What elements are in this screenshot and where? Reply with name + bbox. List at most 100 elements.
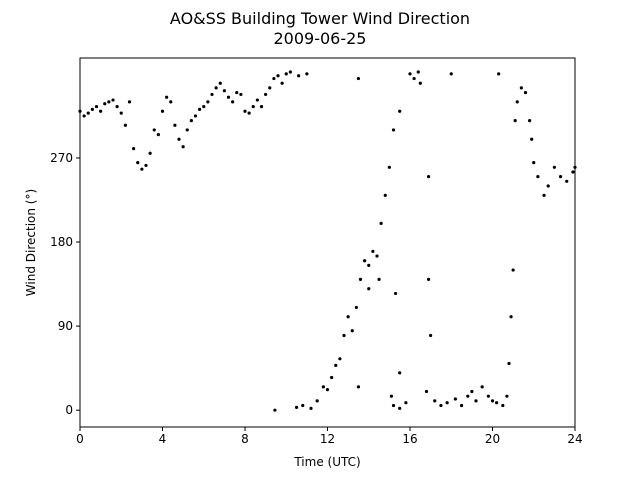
y-tick-label: 180 <box>50 235 73 249</box>
point <box>321 385 325 389</box>
point <box>152 128 156 132</box>
point <box>497 72 501 76</box>
point <box>391 403 396 408</box>
point <box>140 167 144 171</box>
point <box>346 315 350 319</box>
point <box>119 111 123 115</box>
point <box>528 118 532 123</box>
point <box>99 109 103 113</box>
point <box>156 133 160 137</box>
point <box>371 249 375 253</box>
point <box>474 399 478 403</box>
point <box>412 76 416 81</box>
point <box>377 277 381 281</box>
point <box>214 86 218 90</box>
y-tick-label: 270 <box>50 151 73 165</box>
point <box>509 315 513 319</box>
point <box>519 86 523 90</box>
point <box>325 388 330 392</box>
point <box>439 403 443 408</box>
point <box>424 389 429 394</box>
point <box>165 95 169 99</box>
point <box>404 401 408 405</box>
point <box>367 287 371 291</box>
point <box>393 291 398 296</box>
x-axis-label: Time (UTC) <box>293 455 360 469</box>
point <box>552 165 556 169</box>
point <box>284 72 288 76</box>
point <box>433 399 437 403</box>
point <box>356 76 361 81</box>
point <box>367 263 371 267</box>
point <box>495 401 499 405</box>
point <box>573 165 577 169</box>
point <box>273 408 277 412</box>
point <box>358 277 363 281</box>
point <box>198 107 202 111</box>
point <box>507 361 511 366</box>
point <box>206 100 210 104</box>
point <box>202 104 206 109</box>
x-tick-label: 24 <box>567 432 582 446</box>
point <box>565 179 569 183</box>
point <box>222 89 226 93</box>
point <box>259 104 264 109</box>
point <box>330 375 334 380</box>
point <box>408 72 412 76</box>
x-tick-label: 4 <box>159 432 167 446</box>
point <box>169 100 173 104</box>
point <box>470 389 474 394</box>
x-tick-label: 0 <box>76 432 84 446</box>
point <box>288 70 292 74</box>
point <box>160 109 165 113</box>
x-tick-label: 12 <box>320 432 335 446</box>
point <box>243 109 247 113</box>
point <box>375 254 379 258</box>
point <box>453 397 457 401</box>
point <box>294 405 299 409</box>
point <box>466 394 470 398</box>
point <box>350 329 354 333</box>
x-tick-label: 16 <box>402 432 417 446</box>
point <box>505 394 509 398</box>
point <box>356 385 361 389</box>
point <box>416 70 420 74</box>
point <box>272 76 276 81</box>
chart-subtitle: 2009-06-25 <box>274 29 367 48</box>
point <box>445 401 449 405</box>
point <box>297 74 301 78</box>
point <box>515 100 519 104</box>
point <box>379 221 383 225</box>
point <box>86 111 90 115</box>
point <box>459 403 464 408</box>
point <box>301 403 305 408</box>
point <box>185 128 189 132</box>
point <box>398 406 402 410</box>
point <box>426 175 431 179</box>
point <box>315 399 319 403</box>
point <box>513 118 517 123</box>
point <box>480 385 484 389</box>
point <box>226 95 231 99</box>
x-tick-label: 8 <box>241 432 249 446</box>
point <box>276 74 280 78</box>
point <box>231 100 235 104</box>
point <box>305 72 309 76</box>
point <box>486 394 490 398</box>
point <box>173 123 177 127</box>
point <box>264 92 268 97</box>
point <box>239 92 243 97</box>
point <box>181 145 185 149</box>
point <box>78 109 82 113</box>
point <box>123 123 127 127</box>
point <box>132 147 136 151</box>
point <box>177 137 181 141</box>
point <box>148 151 152 155</box>
y-tick-label: 0 <box>65 403 73 417</box>
point <box>501 403 505 408</box>
point <box>418 81 422 85</box>
point <box>193 114 198 118</box>
y-axis-label: Wind Direction (°) <box>24 189 38 296</box>
point <box>363 259 367 263</box>
